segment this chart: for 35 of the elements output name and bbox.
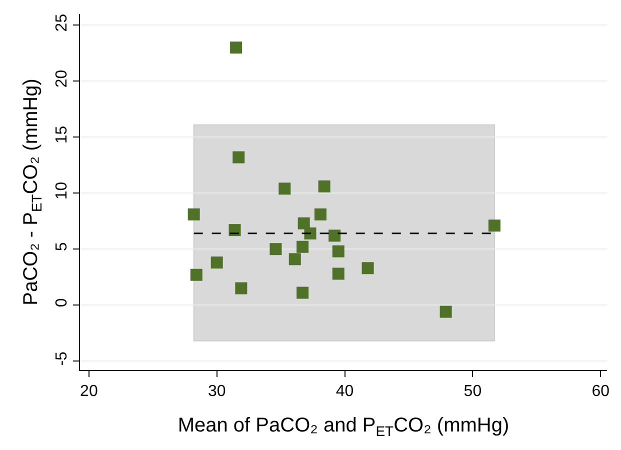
y-tick-label: 25 [54, 14, 71, 32]
point [440, 306, 452, 318]
point [296, 286, 309, 299]
x-tick-label: 40 [336, 383, 354, 400]
y-tick-label: -5 [54, 351, 71, 366]
x-axis-title: Mean of PaCO₂ and P$_{ET}$CO₂ (mmHg) [178, 414, 510, 439]
x-tick-label: 20 [80, 383, 98, 400]
point [270, 243, 282, 256]
point [228, 224, 241, 236]
point [332, 268, 344, 280]
point [304, 227, 316, 240]
point [190, 268, 202, 281]
point [328, 230, 341, 242]
x-tick-label: 60 [592, 383, 610, 400]
point [298, 217, 310, 230]
y-tick-label: 10 [54, 182, 71, 200]
y-tick-label: 5 [54, 242, 71, 252]
point [488, 220, 500, 232]
point [230, 42, 242, 54]
point [332, 245, 344, 258]
point [232, 151, 245, 164]
point [235, 282, 248, 294]
x-tick-label: 30 [208, 383, 226, 400]
point [314, 208, 326, 220]
x-tick-label: 50 [464, 383, 482, 400]
point [278, 182, 291, 195]
y-tick-label: 15 [54, 126, 71, 144]
point [296, 240, 309, 253]
y-tick-label: 0 [54, 298, 71, 308]
point [188, 208, 200, 220]
y-tick-label: 20 [54, 70, 71, 88]
point [288, 253, 301, 266]
point [210, 256, 223, 269]
point [318, 180, 330, 192]
point [362, 262, 374, 274]
